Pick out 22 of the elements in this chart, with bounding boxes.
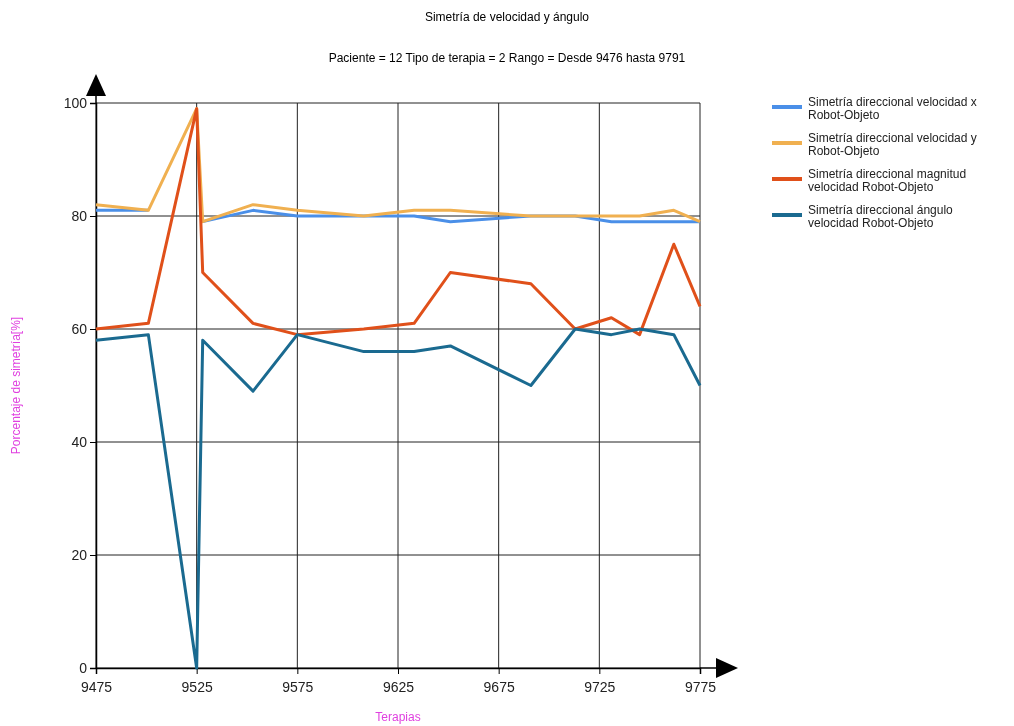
x-tick-label: 9725	[584, 679, 616, 696]
line-series	[94, 107, 702, 337]
x-tick-label: 9475	[80, 679, 113, 696]
legend-label: Simetría direccional velocidad x Robot-Objeto	[808, 95, 977, 123]
x-tick-label: 9525	[181, 679, 213, 696]
x-tick-label: 9775	[684, 679, 717, 696]
x-tick-label: 9675	[483, 679, 515, 696]
x-tick-label: 9625	[382, 679, 415, 696]
y-tick-label: 100	[63, 94, 88, 111]
x-tick-label: 9575	[282, 679, 314, 696]
y-tick-label: 80	[71, 207, 88, 224]
y-tick-label: 60	[71, 320, 88, 337]
y-tick-label: 20	[71, 546, 88, 563]
legend-label: Simetría direccional velocidad y Robot-Objeto	[808, 131, 977, 159]
legend-label: Simetría direccional ángulo velocidad Robot-Objeto	[808, 203, 954, 231]
x-axis-title: Terapias	[375, 710, 421, 724]
y-tick-label: 0	[79, 659, 88, 676]
y-tick-label: 40	[71, 433, 88, 450]
chart-title: Simetría de velocidad y ángulo	[424, 10, 590, 24]
y-axis-title: Porcentaje de simetría[%]	[9, 316, 23, 455]
legend-label: Simetría direccional magnitud velocidad Robot-Objeto	[808, 167, 967, 195]
chart-subtitle: Paciente = 12 Tipo de terapia = 2 Rango = Desde 9476 hasta 9791	[328, 51, 686, 65]
